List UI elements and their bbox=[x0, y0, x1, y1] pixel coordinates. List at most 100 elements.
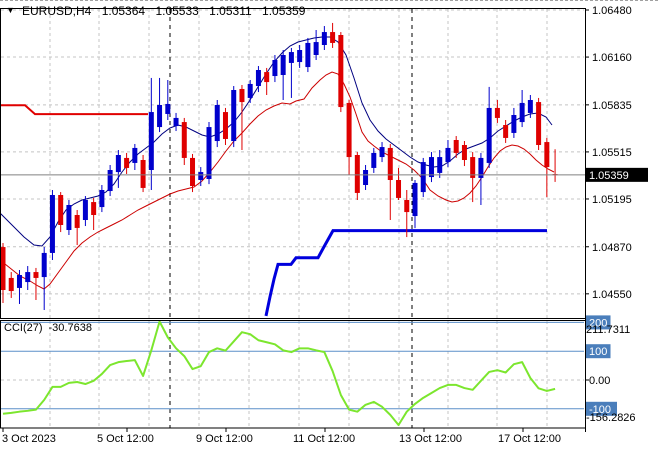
candle-body bbox=[165, 103, 171, 114]
candle-body bbox=[255, 70, 261, 87]
candle-body bbox=[74, 215, 80, 228]
candle-body bbox=[519, 102, 525, 123]
symbol-period-label: EURUSD,H4 bbox=[22, 4, 92, 18]
time-axis-label: 17 Oct 12:00 bbox=[498, 433, 561, 445]
indicator-value: -30.7638 bbox=[48, 322, 92, 334]
price-axis-label: 1.06160 bbox=[592, 52, 632, 64]
cci-min-label: -156.2826 bbox=[586, 412, 636, 424]
candle-body bbox=[321, 32, 327, 46]
candle-body bbox=[297, 50, 303, 63]
support-step-line bbox=[264, 229, 547, 317]
candle-body bbox=[544, 142, 550, 168]
ma-slow-line bbox=[0, 71, 555, 290]
candle-body bbox=[16, 275, 22, 288]
candle-body bbox=[486, 107, 492, 163]
candle-body bbox=[41, 252, 47, 278]
candle-body bbox=[91, 202, 97, 216]
candle-body bbox=[58, 195, 64, 226]
indicator-axis[interactable]: 200 100 -100 0.00 211.7311 -156.2826 bbox=[585, 315, 636, 424]
cci-level-badge bbox=[586, 344, 611, 359]
high-value: 1.05533 bbox=[155, 4, 199, 18]
cci-max-label: 211.7311 bbox=[586, 324, 630, 336]
price-axis-label: 1.05195 bbox=[592, 194, 632, 206]
time-axis[interactable]: 3 Oct 2023 5 Oct 12:00 9 Oct 12:00 11 Oct 1… bbox=[2, 428, 561, 446]
candle-body bbox=[115, 155, 121, 173]
time-axis-label: 13 Oct 12:00 bbox=[399, 433, 462, 445]
candle-body bbox=[404, 200, 410, 213]
price-axis-label: 1.05515 bbox=[592, 147, 632, 159]
candle-body bbox=[264, 72, 270, 83]
price-axis-label: 1.04870 bbox=[592, 242, 632, 254]
cci-level-badge bbox=[586, 401, 617, 416]
candle-body bbox=[511, 115, 517, 133]
candle-body bbox=[453, 140, 459, 153]
time-axis-label: 5 Oct 12:00 bbox=[97, 433, 154, 445]
candle-body bbox=[82, 200, 88, 221]
candle-body bbox=[412, 182, 418, 217]
candle-body bbox=[363, 170, 369, 186]
candle-body bbox=[396, 180, 402, 198]
candle-body bbox=[140, 160, 146, 188]
candle-body bbox=[124, 157, 130, 168]
indicator-label: CCI(27) -30.7638 bbox=[4, 322, 92, 334]
candle-body bbox=[107, 170, 113, 192]
cci-indicator bbox=[1, 320, 584, 427]
grid bbox=[1, 9, 584, 428]
indicator-name: CCI(27) bbox=[4, 322, 43, 334]
time-axis-label: 9 Oct 12:00 bbox=[196, 433, 253, 445]
candle-body bbox=[247, 83, 253, 98]
candle-body bbox=[346, 102, 352, 158]
candle-body bbox=[231, 90, 237, 142]
candle-body bbox=[387, 147, 393, 181]
candles bbox=[0, 22, 558, 311]
candle-body bbox=[8, 277, 14, 292]
candle-body bbox=[470, 157, 476, 178]
close-value: 1.05359 bbox=[262, 4, 306, 18]
candle-body bbox=[173, 117, 179, 127]
candle-body bbox=[428, 157, 434, 178]
cci-level-badge bbox=[586, 315, 611, 330]
current-price-label: 1.05359 bbox=[589, 170, 629, 182]
price-axis-label: 1.06480 bbox=[592, 5, 632, 17]
candle-body bbox=[354, 155, 360, 193]
time-axis-label: 11 Oct 12:00 bbox=[293, 433, 355, 445]
candle-body bbox=[420, 162, 426, 193]
price-axis-label: 1.05835 bbox=[592, 100, 632, 112]
candle-body bbox=[157, 105, 163, 128]
candle-body bbox=[0, 247, 6, 291]
candle-body bbox=[239, 88, 245, 103]
cci-level-label: 200 bbox=[589, 317, 607, 329]
low-value: 1.05311 bbox=[209, 4, 252, 18]
candle-body bbox=[527, 100, 533, 113]
cci-line bbox=[2, 320, 556, 427]
candle-body bbox=[494, 107, 500, 118]
candle-body bbox=[437, 157, 443, 173]
price-axis-label: 1.04550 bbox=[592, 289, 632, 301]
price-axis[interactable]: 1.06480 1.06160 1.05835 1.05515 1.05195 1.048… bbox=[585, 5, 648, 301]
candle-body bbox=[379, 147, 385, 158]
candle-body bbox=[181, 122, 187, 158]
candle-body bbox=[288, 52, 294, 63]
symbol-marker-icon[interactable]: ▼ bbox=[6, 5, 15, 15]
candle-body bbox=[272, 60, 278, 77]
indicator-panel-border bbox=[0, 320, 586, 429]
candle-body bbox=[132, 147, 138, 163]
candle-body bbox=[503, 125, 509, 138]
candle-body bbox=[214, 105, 220, 142]
candle-body bbox=[445, 147, 451, 163]
candle-body bbox=[198, 172, 204, 181]
candle-body bbox=[280, 55, 286, 76]
candle-body bbox=[536, 102, 542, 146]
cci-zero-label: 0.00 bbox=[589, 375, 610, 387]
chart-title: EURUSD,H4 1.05364 1.05533 1.05311 1.0535… bbox=[22, 4, 312, 18]
current-price-badge bbox=[586, 167, 648, 182]
time-axis-label: 3 Oct 2023 bbox=[2, 433, 56, 445]
resistance-step-line bbox=[0, 104, 148, 116]
candle-body bbox=[461, 145, 467, 161]
cci-level-label: 100 bbox=[589, 346, 607, 358]
candle-body bbox=[33, 272, 39, 278]
candle-body bbox=[305, 42, 311, 68]
candle-body bbox=[371, 152, 377, 168]
